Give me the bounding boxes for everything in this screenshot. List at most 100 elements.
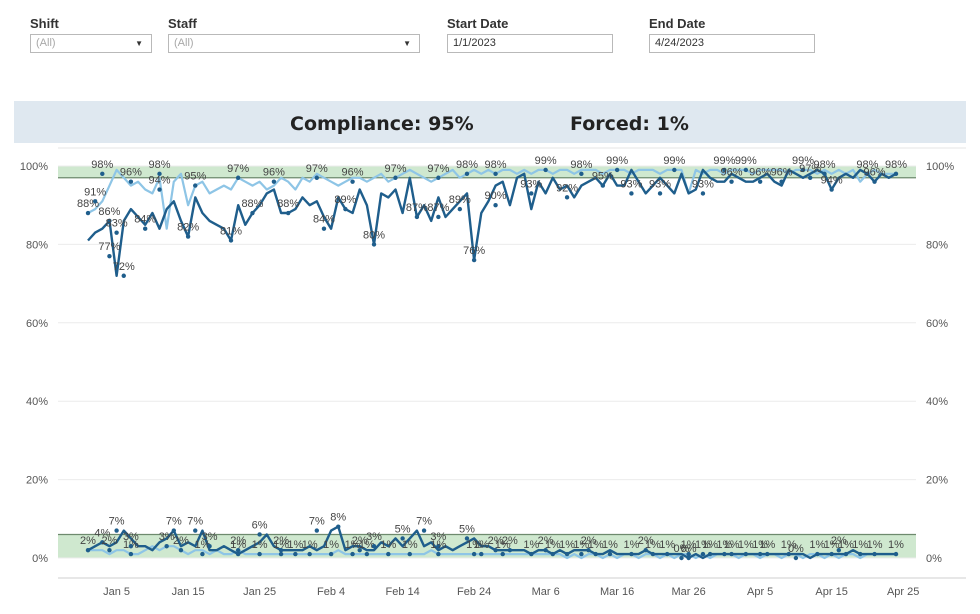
compliance-data-label-point bbox=[92, 199, 98, 204]
forced-data-label-point bbox=[629, 551, 634, 557]
y-tick-label-right: 60% bbox=[926, 318, 948, 330]
forced-data-label: 2% bbox=[273, 535, 289, 547]
compliance-data-label: 98% bbox=[485, 159, 507, 171]
staff-filter: Staff (All) ▼ bbox=[168, 16, 420, 53]
forced-summary: Forced: 1% bbox=[570, 113, 689, 135]
forced-data-label-point bbox=[107, 547, 112, 553]
forced-data-label: 3% bbox=[123, 531, 139, 543]
end-date-value: 4/24/2023 bbox=[655, 37, 704, 49]
forced-data-label: 2% bbox=[352, 535, 368, 547]
staff-dropdown[interactable]: (All) ▼ bbox=[168, 34, 420, 53]
forced-data-label: 1% bbox=[888, 539, 904, 551]
compliance-data-label: 84% bbox=[134, 214, 156, 226]
forced-data-label: 2% bbox=[173, 535, 189, 547]
forced-data-label-point bbox=[471, 551, 477, 557]
forced-data-label: 1% bbox=[573, 539, 589, 551]
forced-data-label-point bbox=[278, 547, 284, 553]
compliance-data-label: 77% bbox=[98, 241, 120, 253]
compliance-data-label-point bbox=[579, 171, 584, 177]
compliance-data-label: 88% bbox=[241, 198, 263, 210]
forced-data-label-point bbox=[293, 551, 298, 557]
y-tick-label-left: 100% bbox=[20, 161, 48, 173]
forced-data-label-point bbox=[757, 551, 763, 557]
compliance-data-label-point bbox=[729, 179, 734, 184]
forced-data-label-point bbox=[743, 551, 749, 557]
forced-data-label: 6% bbox=[252, 519, 268, 531]
compliance-data-label-point bbox=[722, 167, 727, 173]
forced-data-label-point bbox=[543, 547, 548, 553]
forced-data-label: 2% bbox=[638, 535, 654, 547]
compliance-data-label-point bbox=[700, 191, 706, 196]
compliance-data-label-point bbox=[321, 226, 327, 231]
compliance-data-label: 96% bbox=[721, 167, 743, 179]
forced-data-label: 3% bbox=[202, 531, 218, 543]
x-tick-label: Feb 4 bbox=[317, 586, 345, 598]
compliance-data-label-point bbox=[872, 179, 877, 184]
compliance-data-label: 90% bbox=[485, 190, 507, 202]
forced-light-series-line bbox=[88, 545, 896, 560]
compliance-data-label-point bbox=[107, 253, 112, 259]
compliance-data-label-point bbox=[543, 167, 548, 173]
forced-data-label: 7% bbox=[109, 516, 125, 528]
forced-data-label-point bbox=[686, 551, 691, 557]
forced-data-label-point bbox=[85, 547, 91, 553]
forced-data-label: 1% bbox=[838, 539, 854, 551]
end-date-input[interactable]: 4/24/2023 bbox=[649, 34, 815, 53]
forced-data-label: 1% bbox=[702, 539, 718, 551]
x-tick-label: Mar 26 bbox=[672, 586, 706, 598]
chevron-down-icon: ▼ bbox=[135, 39, 143, 48]
compliance-data-label-point bbox=[121, 273, 126, 278]
forced-data-label: 3% bbox=[366, 531, 382, 543]
forced-data-label-point bbox=[550, 551, 555, 557]
forced-data-label-point bbox=[829, 551, 834, 557]
x-tick-label: Feb 14 bbox=[385, 586, 419, 598]
forced-data-label: 1% bbox=[323, 539, 339, 551]
compliance-data-label-point bbox=[629, 191, 634, 196]
compliance-data-label-point bbox=[779, 179, 784, 184]
compliance-data-label-point bbox=[564, 195, 570, 200]
forced-data-label: 1% bbox=[738, 539, 754, 551]
compliance-data-label: 97% bbox=[306, 163, 328, 175]
forced-data-label-point bbox=[336, 524, 341, 529]
forced-data-label: 5% bbox=[459, 523, 475, 535]
compliance-data-label: 98% bbox=[570, 159, 592, 171]
shift-dropdown[interactable]: (All) ▼ bbox=[30, 34, 152, 53]
start-date-input[interactable]: 1/1/2023 bbox=[447, 34, 613, 53]
forced-data-label: 7% bbox=[187, 516, 203, 528]
forced-data-label-point bbox=[314, 528, 320, 533]
forced-data-label: 1% bbox=[867, 539, 883, 551]
compliance-data-label: 96% bbox=[120, 167, 142, 179]
compliance-data-label: 89% bbox=[449, 194, 471, 206]
forced-data-label: 1% bbox=[716, 539, 732, 551]
forced-data-label-point bbox=[307, 551, 312, 557]
compliance-data-label: 92% bbox=[556, 182, 578, 194]
compliance-data-label: 97% bbox=[799, 163, 821, 175]
compliance-data-label-point bbox=[493, 203, 498, 208]
forced-data-label: 1% bbox=[523, 539, 539, 551]
forced-data-label-point bbox=[872, 551, 877, 557]
forced-data-label-point bbox=[664, 551, 670, 557]
compliance-data-label-point bbox=[100, 171, 105, 177]
forced-data-label: 1% bbox=[681, 539, 697, 551]
forced-data-label: 2% bbox=[502, 535, 518, 547]
x-tick-label: Mar 6 bbox=[532, 586, 560, 598]
staff-label: Staff bbox=[168, 16, 197, 31]
forced-data-label: 1% bbox=[495, 539, 511, 551]
forced-data-label: 1% bbox=[466, 539, 482, 551]
chevron-down-icon: ▼ bbox=[403, 39, 411, 48]
forced-data-label: 1% bbox=[273, 539, 289, 551]
forced-data-label: 2% bbox=[581, 535, 597, 547]
forced-data-label-point bbox=[436, 551, 441, 557]
forced-data-label-point bbox=[436, 544, 441, 549]
compliance-data-label-point bbox=[107, 218, 112, 224]
compliance-data-label: 94% bbox=[821, 175, 843, 187]
forced-data-label-point bbox=[836, 547, 841, 553]
x-tick-label: Feb 24 bbox=[457, 586, 491, 598]
forced-data-label-point bbox=[607, 551, 613, 557]
forced-data-label-point bbox=[815, 551, 820, 557]
forced-data-label-point bbox=[529, 551, 534, 557]
forced-data-label-point bbox=[722, 551, 727, 557]
forced-data-label-point bbox=[407, 551, 412, 557]
forced-data-label: 7% bbox=[166, 516, 182, 528]
compliance-data-label: 91% bbox=[84, 186, 106, 198]
